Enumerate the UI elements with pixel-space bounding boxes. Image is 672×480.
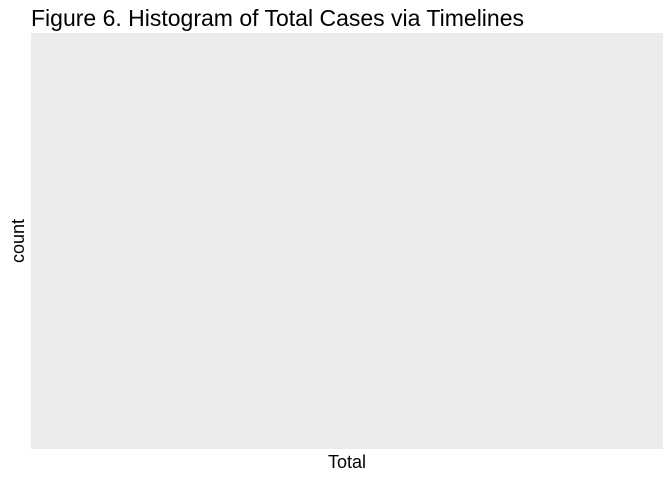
x-axis-label: Total [327, 452, 367, 472]
y-axis-label: count [8, 218, 29, 264]
plot-area [31, 33, 663, 449]
y-axis-label-container: count [7, 33, 29, 449]
plot-panel [31, 33, 663, 449]
chart-title: Figure 6. Histogram of Total Cases via T… [31, 5, 524, 31]
